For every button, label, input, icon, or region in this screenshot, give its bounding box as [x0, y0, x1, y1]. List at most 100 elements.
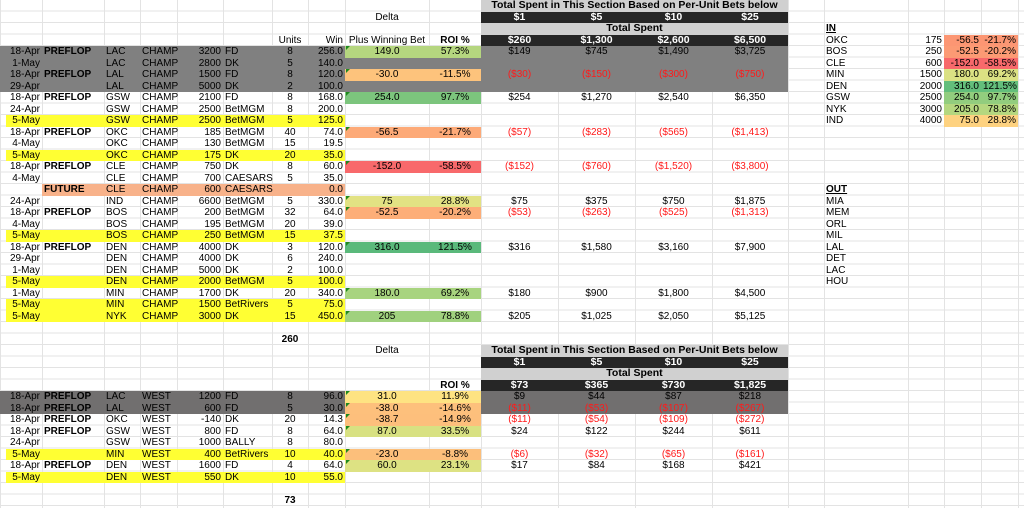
- team[interactable]: LAL: [106, 402, 124, 414]
- team[interactable]: DEN: [106, 264, 128, 276]
- in-delta[interactable]: 316.0: [953, 80, 979, 92]
- sportsbook[interactable]: DK: [225, 149, 239, 161]
- bet-date[interactable]: 29-Apr: [9, 253, 40, 264]
- market[interactable]: CHAMP: [142, 80, 179, 92]
- team[interactable]: OKC: [106, 149, 128, 161]
- out-team[interactable]: LAC: [826, 264, 846, 276]
- sportsbook[interactable]: DK: [225, 310, 239, 322]
- units[interactable]: 4: [287, 460, 293, 471]
- units[interactable]: 8: [287, 391, 293, 402]
- spent-value[interactable]: ($6): [510, 448, 529, 460]
- bet-type[interactable]: PREFLOP: [44, 241, 92, 253]
- spent-value[interactable]: $6,350: [734, 92, 766, 103]
- bet-date[interactable]: 29-Apr: [9, 80, 40, 92]
- in-team[interactable]: MIN: [826, 69, 845, 80]
- spent-value[interactable]: $44: [588, 391, 605, 402]
- spent-value[interactable]: $1,270: [581, 92, 612, 103]
- in-delta[interactable]: -52.5: [956, 46, 979, 57]
- units[interactable]: [272, 184, 308, 196]
- win-amount[interactable]: 96.0: [323, 391, 343, 402]
- bet-type[interactable]: PREFLOP: [44, 414, 92, 425]
- bet-type[interactable]: [42, 173, 104, 185]
- market[interactable]: CHAMP: [142, 230, 179, 241]
- odds[interactable]: 4000: [198, 241, 221, 253]
- bet-date[interactable]: 1-May: [12, 264, 40, 276]
- spent-value[interactable]: $1,580: [581, 241, 612, 253]
- delta-value[interactable]: 75: [381, 195, 393, 207]
- bet-type[interactable]: [42, 288, 104, 300]
- sportsbook[interactable]: BetMGM: [225, 115, 265, 126]
- odds[interactable]: 600: [204, 402, 221, 414]
- sportsbook[interactable]: DK: [225, 264, 239, 276]
- in-delta[interactable]: 75.0: [959, 115, 979, 126]
- spent-value[interactable]: $205: [508, 310, 531, 322]
- in-odds[interactable]: 1500: [919, 69, 942, 80]
- odds[interactable]: 175: [204, 149, 221, 161]
- team[interactable]: LAC: [106, 46, 126, 57]
- team[interactable]: GSW: [106, 115, 130, 126]
- win-amount[interactable]: 30.0: [323, 402, 343, 414]
- bet-type[interactable]: PREFLOP: [44, 126, 92, 138]
- market[interactable]: WEST: [142, 448, 171, 460]
- spent-value[interactable]: ($267): [735, 402, 765, 414]
- team[interactable]: OKC: [106, 126, 128, 138]
- sportsbook[interactable]: DK: [225, 287, 239, 299]
- spent-value[interactable]: $17: [511, 460, 528, 471]
- units[interactable]: 8: [287, 437, 293, 448]
- win-amount[interactable]: 340.0: [317, 287, 343, 299]
- odds[interactable]: 550: [204, 471, 221, 483]
- bet-date[interactable]: 18-Apr: [9, 460, 40, 471]
- in-delta[interactable]: -56.5: [956, 34, 979, 46]
- spent-value[interactable]: $316: [508, 241, 531, 253]
- team[interactable]: DEN: [106, 460, 128, 471]
- market[interactable]: WEST: [142, 414, 171, 425]
- team[interactable]: DEN: [106, 253, 128, 264]
- market[interactable]: CHAMP: [142, 264, 179, 276]
- sportsbook[interactable]: FD: [225, 402, 239, 414]
- team[interactable]: LAL: [106, 80, 124, 92]
- win-amount[interactable]: 55.0: [323, 471, 343, 483]
- team[interactable]: DEN: [106, 276, 128, 287]
- bet-date[interactable]: 4-May: [12, 218, 40, 230]
- units[interactable]: 5: [287, 276, 293, 287]
- team[interactable]: CLE: [106, 172, 126, 184]
- roi-value[interactable]: 11.9%: [441, 391, 469, 402]
- market[interactable]: CHAMP: [142, 241, 179, 253]
- sportsbook[interactable]: FD: [225, 460, 239, 471]
- odds[interactable]: 1600: [198, 460, 221, 471]
- spent-value[interactable]: ($30): [507, 69, 532, 80]
- out-team[interactable]: MIA: [826, 195, 844, 207]
- team[interactable]: NYK: [106, 310, 127, 322]
- spent-value[interactable]: ($283): [582, 126, 611, 138]
- in-roi[interactable]: -20.2%: [984, 46, 1016, 57]
- units[interactable]: 20: [284, 218, 296, 230]
- sportsbook[interactable]: BetMGM: [225, 218, 265, 230]
- team[interactable]: GSW: [106, 425, 130, 437]
- bet-type[interactable]: PREFLOP: [44, 92, 92, 103]
- roi-value[interactable]: 78.8%: [440, 310, 470, 322]
- delta-value[interactable]: -23.0: [375, 448, 399, 460]
- market[interactable]: CHAMP: [142, 172, 179, 184]
- delta-value[interactable]: 316.0: [374, 241, 400, 253]
- spent-value[interactable]: $24: [511, 425, 528, 437]
- sportsbook[interactable]: DK: [225, 414, 239, 425]
- team[interactable]: GSW: [106, 437, 130, 448]
- odds[interactable]: 250: [204, 230, 221, 241]
- sportsbook[interactable]: DK: [225, 80, 239, 92]
- spent-value[interactable]: ($1,413): [731, 126, 769, 138]
- bet-date[interactable]: 18-Apr: [9, 425, 40, 437]
- win-amount[interactable]: 64.0: [323, 460, 343, 471]
- win-amount[interactable]: 60.0: [323, 161, 343, 172]
- bet-type[interactable]: [42, 299, 104, 311]
- market[interactable]: CHAMP: [142, 299, 179, 310]
- bet-date[interactable]: 5-May: [12, 471, 40, 483]
- in-odds[interactable]: 250: [925, 46, 942, 57]
- team[interactable]: CLE: [106, 161, 126, 172]
- market[interactable]: CHAMP: [142, 138, 179, 149]
- bet-type[interactable]: PREFLOP: [44, 425, 92, 437]
- spent-value[interactable]: ($565): [659, 126, 688, 138]
- bet-type[interactable]: PREFLOP: [44, 391, 92, 402]
- bet-type[interactable]: [42, 265, 104, 277]
- market[interactable]: WEST: [142, 460, 171, 471]
